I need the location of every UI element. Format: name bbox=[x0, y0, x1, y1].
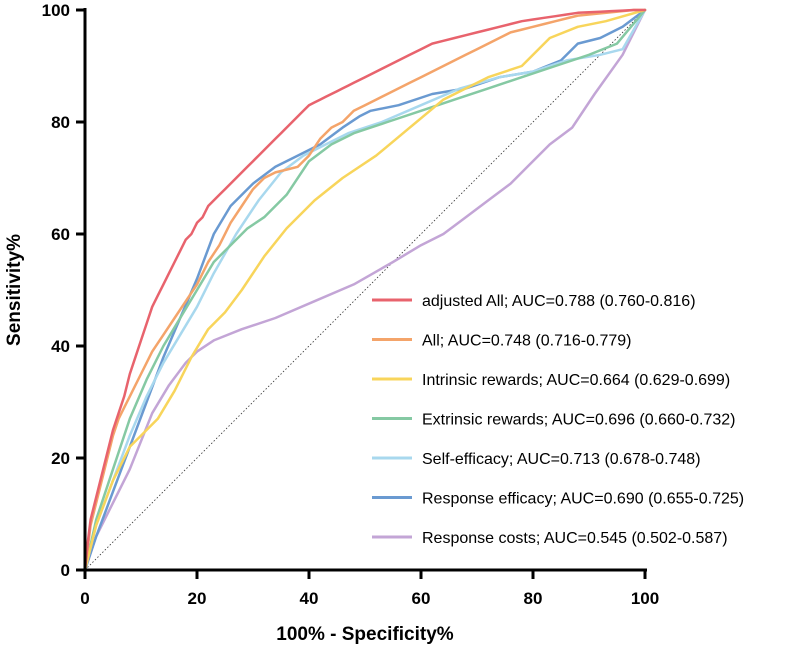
y-tick-label: 100 bbox=[42, 1, 70, 20]
y-tick-label: 80 bbox=[51, 113, 70, 132]
reference-line bbox=[84, 9, 646, 571]
x-tick-label: 60 bbox=[412, 589, 431, 608]
series-line-1 bbox=[83, 8, 647, 572]
x-tick-label: 20 bbox=[188, 589, 207, 608]
legend-label-2: Intrinsic rewards; AUC=0.664 (0.629-0.69… bbox=[422, 372, 730, 389]
series-line-3 bbox=[83, 8, 647, 572]
legend-label-3: Extrinsic rewards; AUC=0.696 (0.660-0.73… bbox=[422, 412, 735, 429]
series-line-6 bbox=[83, 8, 647, 572]
y-axis-title: Sensitivity% bbox=[4, 234, 25, 346]
y-tick-label: 20 bbox=[51, 449, 70, 468]
y-tick-label: 60 bbox=[51, 225, 70, 244]
legend-label-1: All; AUC=0.748 (0.716-0.779) bbox=[422, 333, 631, 350]
series-line-2 bbox=[83, 8, 647, 572]
series-line-0 bbox=[83, 8, 647, 572]
legend-label-0: adjusted All; AUC=0.788 (0.760-0.816) bbox=[422, 293, 696, 310]
legend-label-6: Response costs; AUC=0.545 (0.502-0.587) bbox=[422, 530, 728, 547]
x-tick-label: 40 bbox=[300, 589, 319, 608]
legend-label-4: Self-efficacy; AUC=0.713 (0.678-0.748) bbox=[422, 451, 701, 468]
x-tick-label: 100 bbox=[631, 589, 659, 608]
y-tick-label: 40 bbox=[51, 337, 70, 356]
x-tick-label: 0 bbox=[80, 589, 89, 608]
y-tick-label: 0 bbox=[61, 561, 70, 580]
x-axis-title: 100% - Specificity% bbox=[276, 624, 454, 645]
plot-area bbox=[83, 8, 647, 572]
legend: adjusted All; AUC=0.788 (0.760-0.816) All… bbox=[372, 293, 744, 547]
axes: 0 20 40 60 80 100 0 20 40 60 80 100 bbox=[42, 1, 660, 608]
x-tick-label: 80 bbox=[524, 589, 543, 608]
series-line-4 bbox=[83, 8, 647, 572]
legend-label-5: Response efficacy; AUC=0.690 (0.655-0.72… bbox=[422, 491, 744, 508]
